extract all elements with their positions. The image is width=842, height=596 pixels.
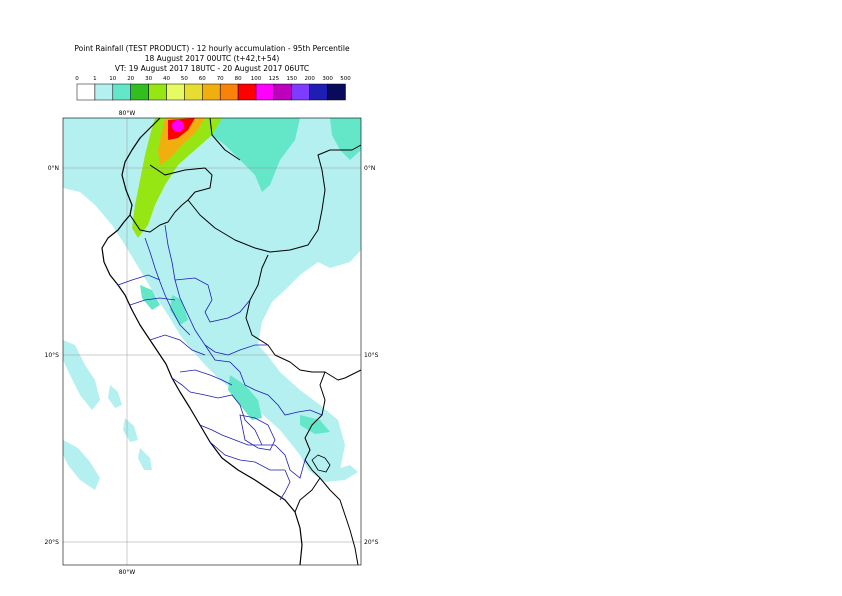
legend-tick-label: 100 [251, 76, 262, 82]
department-border [204, 344, 256, 391]
river-border [144, 237, 191, 336]
department-border [279, 469, 291, 501]
chart-title: Point Rainfall (TEST PRODUCT) - 12 hourl… [74, 44, 350, 53]
rain-area-moderate [300, 415, 330, 434]
border-colombia-peru-brazil [187, 144, 362, 253]
border-bolivia-chile [319, 477, 359, 566]
legend-tick-label: 200 [304, 76, 315, 82]
legend-tick-label: 125 [269, 76, 280, 82]
border-ecuador-peru [129, 199, 189, 233]
legend-tick-label: 10 [109, 76, 116, 82]
legend-tick-label: 150 [287, 76, 298, 82]
department-border [117, 274, 161, 286]
legend-tick-label: 30 [145, 76, 152, 82]
internal-borders [117, 224, 323, 501]
department-border [274, 444, 306, 479]
lat-label-left-20s: 20°S [45, 539, 60, 546]
legend-tick-label: 80 [235, 76, 242, 82]
lat-label-right-20s: 20°S [364, 539, 379, 546]
rain-area-moderate [228, 375, 262, 420]
chart-subtitle-validity: VT: 19 August 2017 18UTC - 20 August 201… [114, 64, 310, 73]
rainfall-field [63, 118, 361, 490]
department-border [129, 297, 176, 306]
department-border [227, 344, 268, 356]
legend-tick-label: 300 [322, 76, 333, 82]
country-borders [101, 117, 362, 566]
rain-area-moderate [170, 295, 188, 325]
legend-swatch [327, 83, 346, 101]
map-frame [62, 117, 362, 566]
rain-area-heavy [132, 118, 222, 238]
rain-area-light [300, 455, 358, 482]
department-border [199, 424, 275, 446]
rain-area-light [138, 448, 152, 470]
lat-label-right-10s: 10°S [364, 352, 379, 359]
legend-tick-label: 500 [340, 76, 351, 82]
chart-subtitle-run: 18 August 2017 00UTC (t+42,t+54) [144, 54, 280, 63]
legend-tick-label: 0 [75, 76, 79, 82]
legend-tick-label: 70 [217, 76, 224, 82]
department-border [239, 414, 276, 451]
lat-label-left-10s: 10°S [45, 352, 60, 359]
lon-label-bottom: 80°W [119, 569, 136, 576]
rain-area-light [123, 418, 138, 442]
border-colombia-ecuador [149, 164, 213, 201]
border-colombia-venezuela [209, 117, 241, 161]
rain-maximum [172, 120, 184, 132]
department-border [149, 334, 206, 356]
river-border [164, 224, 229, 356]
department-border [179, 369, 233, 386]
department-border [254, 389, 323, 416]
rain-area-moderate [212, 118, 300, 192]
rain-area-light [63, 440, 100, 490]
rain-area-light [63, 118, 120, 152]
rain-area-light [63, 340, 100, 410]
legend-tick-label: 1 [93, 76, 97, 82]
lat-label-left-0n: 0°N [48, 165, 59, 172]
lake-titicaca [311, 454, 331, 473]
lat-label-right-0n: 0°N [364, 165, 375, 172]
border-peru-brazil [245, 254, 362, 381]
department-border [174, 277, 251, 323]
lon-label-top: 80°W [119, 110, 136, 117]
rain-area-moderate [140, 285, 160, 310]
legend-tick-label: 40 [163, 76, 170, 82]
department-border [171, 377, 191, 393]
legend-tick-label: 20 [127, 76, 134, 82]
coastline [101, 117, 303, 566]
department-border [189, 391, 263, 446]
rain-area-light [108, 385, 122, 408]
legend-tick-label: 50 [181, 76, 188, 82]
colour-legend: 0 1 10 20 30 40 50 60 70 80 100 125 150 200 300 500 [75, 76, 351, 101]
department-border [209, 441, 285, 471]
border-peru-bolivia [294, 371, 326, 513]
legend-tick-label: 60 [199, 76, 206, 82]
